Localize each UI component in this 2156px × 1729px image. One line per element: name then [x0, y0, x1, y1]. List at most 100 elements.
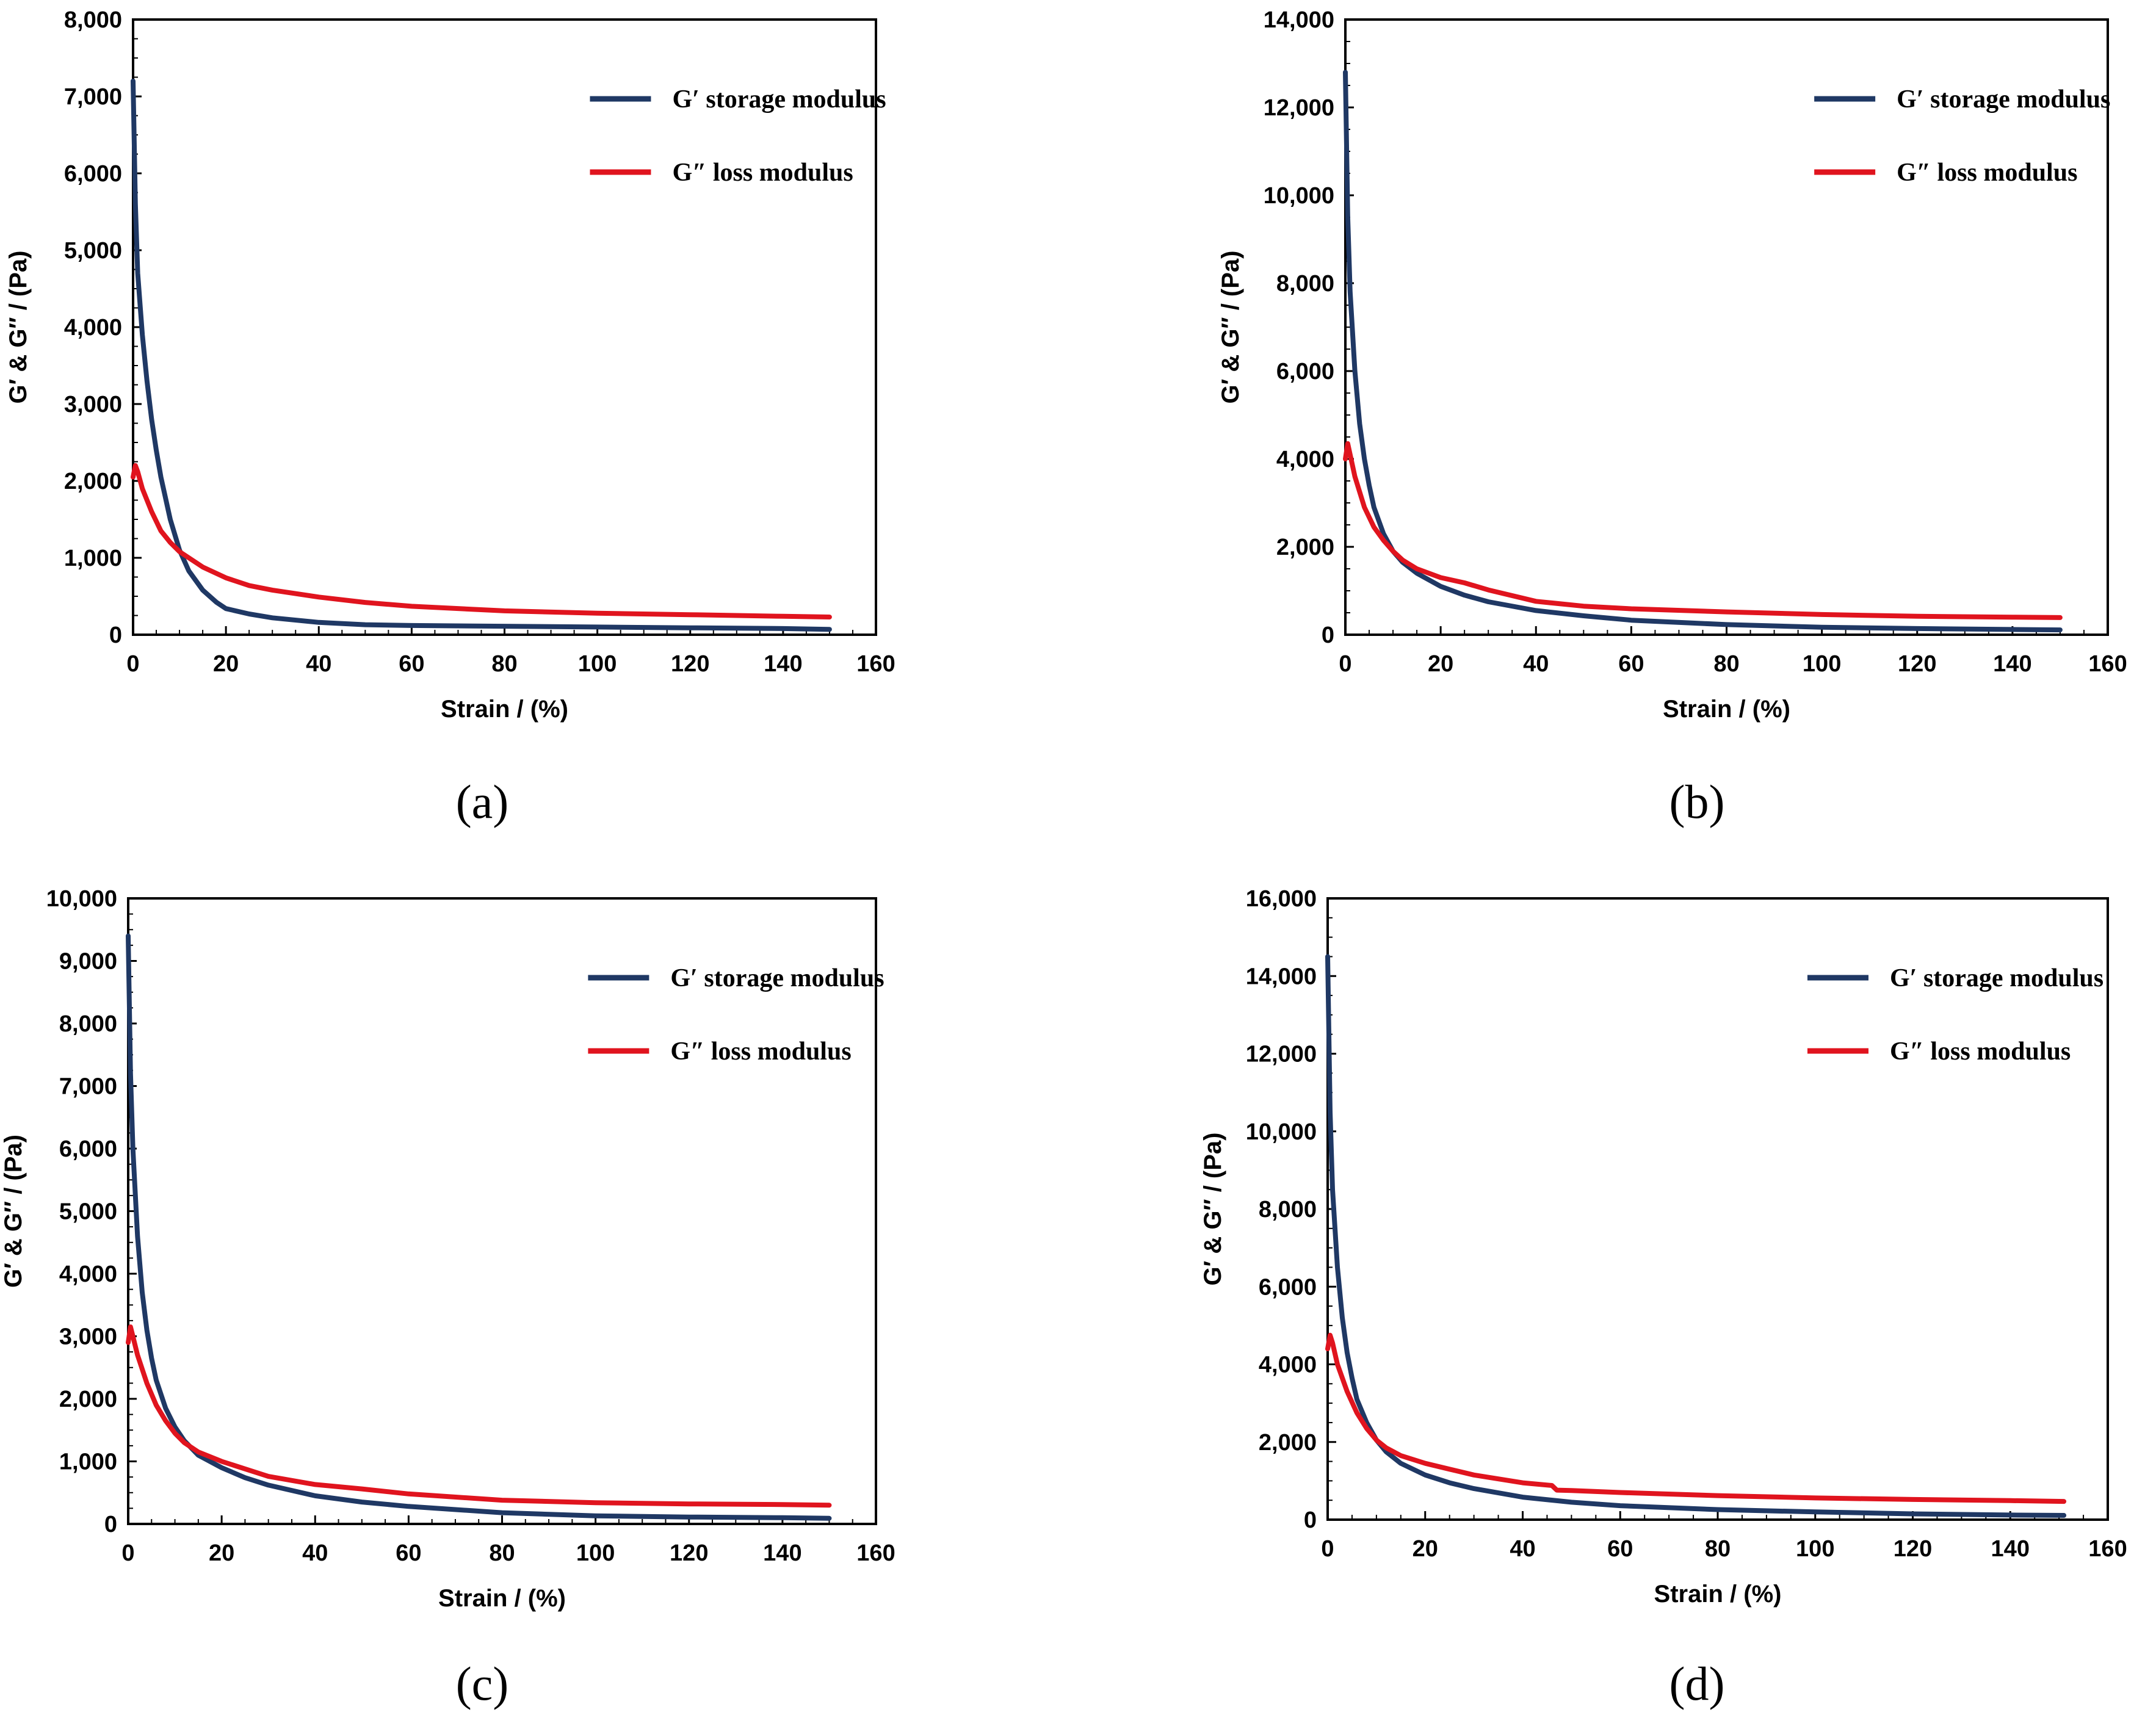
series-line-loss [1343, 441, 2063, 620]
y-tick-label: 12,000 [1246, 1042, 1317, 1067]
series-line-loss [126, 1324, 832, 1508]
y-tick-label: 5,000 [59, 1199, 117, 1225]
x-axis-label: Strain / (%) [1654, 1581, 1782, 1608]
x-tick-label: 120 [1894, 1536, 1932, 1562]
x-tick-label: 40 [302, 1540, 328, 1566]
series-line-storage [126, 933, 832, 1521]
legend-label: G′ storage modulus [1890, 964, 2104, 992]
x-tick-label: 100 [1803, 651, 1841, 677]
y-tick-label: 4,000 [1259, 1352, 1317, 1378]
y-tick-label: 0 [1322, 623, 1334, 648]
y-tick-label: 4,000 [59, 1262, 117, 1287]
y-tick-label: 8,000 [59, 1011, 117, 1037]
x-tick-label: 80 [489, 1540, 515, 1566]
x-tick-label: 0 [121, 1540, 134, 1566]
x-tick-label: 160 [2088, 651, 2127, 677]
y-tick-label: 4,000 [1276, 447, 1334, 472]
legend-label: G″ loss modulus [670, 1038, 851, 1066]
x-axis-label: Strain / (%) [438, 1585, 566, 1612]
y-axis-label: G′ & G″ / (Pa) [5, 251, 32, 404]
y-tick-label: 8,000 [64, 7, 122, 33]
x-tick-label: 60 [396, 1540, 421, 1566]
y-tick-label: 6,000 [1259, 1274, 1317, 1300]
chart-panel-2: 0 20 40 60 80 100 120 140 160 0 2,000 4,000 6,000 8,0… [1217, 7, 2127, 828]
x-tick-label: 100 [578, 651, 617, 677]
chart-panel-3: 0 20 40 60 80 100 120 140 160 0 1,000 2,000 3,000 4,0… [0, 886, 895, 1710]
y-tick-label: 3,000 [59, 1324, 117, 1350]
x-tick-label: 20 [1413, 1536, 1438, 1562]
x-tick-label: 60 [399, 651, 424, 677]
x-tick-label: 140 [763, 1540, 801, 1566]
y-tick-label: 3,000 [64, 392, 122, 417]
x-tick-label: 80 [491, 651, 517, 677]
x-tick-label: 80 [1713, 651, 1739, 677]
x-tick-label: 140 [1993, 651, 2031, 677]
series-line-loss [1325, 1332, 2067, 1504]
chart-panel-4: 0 20 40 60 80 100 120 140 160 0 2,000 4,000 6,000 8,0… [1199, 886, 2127, 1710]
x-axis-label: Strain / (%) [1663, 696, 1790, 723]
x-tick-label: 0 [1321, 1536, 1334, 1562]
y-tick-label: 1,000 [59, 1449, 117, 1475]
x-tick-label: 40 [1510, 1536, 1535, 1562]
y-tick-label: 2,000 [59, 1387, 117, 1412]
x-tick-label: 20 [209, 1540, 234, 1566]
y-tick-label: 2,000 [1259, 1430, 1317, 1456]
legend-label: G″ loss modulus [1890, 1038, 2071, 1066]
x-tick-label: 140 [1991, 1536, 2030, 1562]
x-tick-label: 160 [2088, 1536, 2127, 1562]
x-tick-label: 20 [213, 651, 239, 677]
y-tick-label: 8,000 [1259, 1197, 1317, 1222]
x-tick-label: 0 [126, 651, 139, 677]
y-tick-label: 5,000 [64, 238, 122, 264]
y-tick-label: 10,000 [46, 886, 117, 912]
legend-label: G″ loss modulus [672, 159, 853, 187]
legend-label: G″ loss modulus [1897, 159, 2077, 187]
x-tick-label: 120 [671, 651, 709, 677]
x-tick-label: 100 [576, 1540, 615, 1566]
y-tick-label: 9,000 [59, 949, 117, 975]
x-tick-label: 160 [856, 651, 895, 677]
y-tick-label: 14,000 [1246, 964, 1317, 989]
x-tick-label: 140 [764, 651, 802, 677]
panel-label: (c) [456, 1657, 509, 1710]
x-tick-label: 160 [856, 1540, 895, 1566]
x-tick-label: 0 [1339, 651, 1351, 677]
legend-label: G′ storage modulus [1897, 85, 2110, 114]
y-tick-label: 0 [1304, 1507, 1317, 1533]
legend-label: G′ storage modulus [672, 85, 886, 114]
y-tick-label: 8,000 [1276, 271, 1334, 297]
x-axis-label: Strain / (%) [441, 696, 568, 723]
x-tick-label: 100 [1796, 1536, 1834, 1562]
y-tick-label: 12,000 [1264, 95, 1334, 121]
series-line-storage [1343, 70, 2063, 633]
x-tick-label: 80 [1705, 1536, 1731, 1562]
y-axis-label: G′ & G″ / (Pa) [0, 1135, 27, 1288]
y-axis-label: G′ & G″ / (Pa) [1199, 1133, 1226, 1286]
y-tick-label: 7,000 [64, 84, 122, 110]
y-tick-label: 1,000 [64, 546, 122, 571]
series-line-storage [1325, 954, 2067, 1518]
y-tick-label: 14,000 [1264, 7, 1334, 33]
y-tick-label: 6,000 [64, 161, 122, 187]
legend-label: G′ storage modulus [670, 964, 884, 992]
y-tick-label: 4,000 [64, 315, 122, 341]
y-tick-label: 16,000 [1246, 886, 1317, 912]
y-tick-label: 2,000 [64, 469, 122, 494]
y-axis-label: G′ & G″ / (Pa) [1217, 251, 1244, 404]
y-tick-label: 7,000 [59, 1074, 117, 1100]
x-tick-label: 120 [670, 1540, 708, 1566]
x-tick-label: 120 [1898, 651, 1936, 677]
y-tick-label: 0 [109, 623, 122, 648]
y-tick-label: 2,000 [1276, 535, 1334, 560]
y-tick-label: 0 [104, 1512, 117, 1537]
chart-panel-1: 0 20 40 60 80 100 120 140 160 0 1,000 2,000 3,000 4,0… [5, 7, 895, 828]
x-tick-label: 60 [1607, 1536, 1633, 1562]
x-tick-label: 40 [1523, 651, 1549, 677]
y-tick-label: 10,000 [1264, 183, 1334, 209]
series-line-storage [131, 78, 832, 632]
x-tick-label: 20 [1428, 651, 1453, 677]
panel-label: (b) [1669, 775, 1725, 828]
panel-label: (a) [456, 775, 509, 828]
series-line-loss [131, 463, 832, 619]
